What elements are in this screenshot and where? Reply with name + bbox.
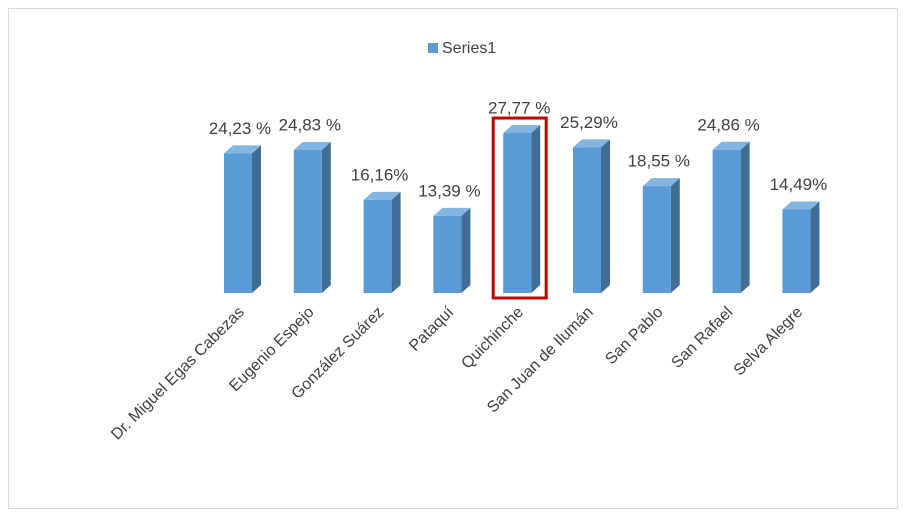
bar-front [433,215,462,293]
data-label: 13,39 % [418,181,480,200]
bar-front [782,209,811,293]
bar-top [293,141,331,150]
bar-side [670,178,680,293]
bar-side [810,201,820,293]
bar-front [642,186,671,293]
bar-front [503,133,532,293]
bar-side [391,191,401,293]
legend-swatch [428,43,438,53]
bar-top [363,191,401,200]
bar [363,191,401,293]
bar [573,139,610,293]
bar [503,125,541,293]
bar-top [433,207,471,216]
bar-side [601,139,610,293]
bar-front [363,199,392,293]
bar-top [503,125,541,134]
bar [293,141,331,293]
bar-side [321,141,331,293]
legend-label: Series1 [442,40,496,57]
bar-front [573,147,601,293]
data-label: 16,16% [351,165,409,184]
bar-side [252,145,261,293]
bar-top [573,139,610,148]
bar-side [531,125,541,293]
highlight-box [491,116,548,300]
bar-side [740,141,750,293]
data-label: 18,55 % [628,152,690,171]
bar [642,178,680,293]
bar-front [712,149,741,293]
data-label: 14,49% [770,175,828,194]
bar [712,141,750,293]
bar [782,201,820,293]
data-label: 24,86 % [697,115,759,134]
bar [224,145,261,293]
data-label: 24,23 % [209,119,271,138]
bar-side [461,207,471,293]
bar-top [224,145,261,154]
bar-front [293,149,322,293]
data-label: 24,83 % [279,115,341,134]
bar-top [642,178,680,187]
bar-front [224,153,252,293]
bar-top [782,201,820,210]
data-label: 27,77 % [488,99,550,118]
bar-top [712,141,750,150]
bar [433,207,471,293]
data-label: 25,29% [560,113,618,132]
